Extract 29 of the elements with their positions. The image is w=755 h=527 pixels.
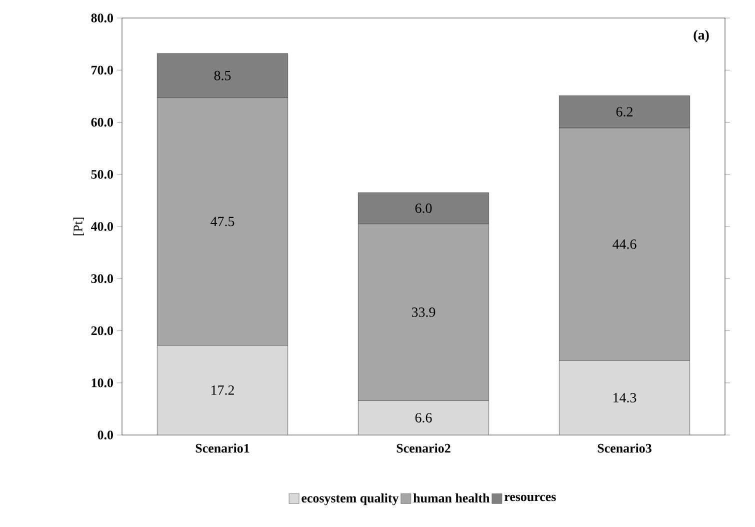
- data-label: 14.3: [614, 393, 636, 402]
- data-label: 47.5: [210, 216, 234, 226]
- y-tick-label: 20.0: [91, 326, 113, 336]
- legend-label: ecosystem quality: [302, 493, 399, 506]
- y-tick-label: 30.0: [91, 274, 113, 284]
- data-label: 44.6: [612, 240, 636, 249]
- data-label: 6.2: [616, 107, 632, 117]
- legend-label: resources: [504, 494, 556, 502]
- x-tick-label: Scenario3: [598, 444, 652, 453]
- data-label: 8.5: [214, 70, 231, 80]
- y-tick-label: 0.0: [98, 430, 113, 440]
- bar: [358, 400, 490, 435]
- data-label: 17.2: [212, 385, 234, 395]
- y-tick-label: 60.0: [91, 118, 113, 127]
- data-label: 33.9: [412, 308, 436, 317]
- annotation: (a): [694, 30, 709, 43]
- legend-label: human health: [413, 493, 490, 503]
- data-label: 6.6: [415, 413, 432, 423]
- y-tick-label: 80.0: [91, 14, 113, 22]
- y-axis-title: [Pt]: [73, 218, 84, 236]
- y-tick-label: 50.0: [91, 170, 113, 179]
- bar: [156, 345, 288, 435]
- y-tick-label: 10.0: [92, 378, 113, 388]
- x-tick-label: Scenario2: [396, 444, 450, 453]
- x-tick-label: Scenario1: [196, 444, 250, 453]
- y-tick-label: 70.0: [92, 66, 113, 75]
- y-tick-label: 40.0: [90, 222, 113, 231]
- data-label: 6.0: [415, 204, 432, 213]
- bar: [558, 360, 690, 435]
